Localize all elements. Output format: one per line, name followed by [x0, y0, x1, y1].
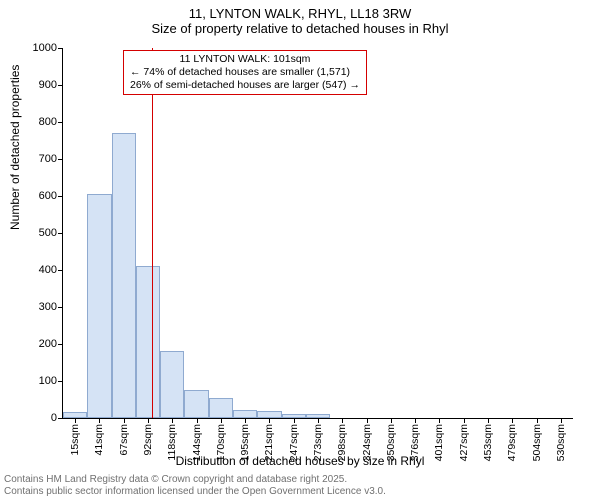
x-tick-label: 92sqm [142, 424, 154, 456]
x-tick-label: 67sqm [118, 424, 130, 456]
chart-title: 11, LYNTON WALK, RHYL, LL18 3RW [0, 0, 600, 21]
x-tick-mark [221, 418, 222, 423]
histogram-bar [282, 414, 306, 418]
y-tick-mark [58, 233, 63, 234]
x-tick-mark [391, 418, 392, 423]
x-tick-mark [124, 418, 125, 423]
x-tick-label: 41sqm [93, 424, 105, 456]
footer-line2: Contains public sector information licen… [4, 486, 386, 498]
x-tick-mark [512, 418, 513, 423]
y-tick-label: 800 [23, 116, 63, 128]
x-tick-mark [269, 418, 270, 423]
x-tick-label: 15sqm [69, 424, 81, 456]
histogram-bar [233, 410, 257, 419]
annotation-line3: 26% of semi-detached houses are larger (… [130, 79, 360, 92]
footer-attribution: Contains HM Land Registry data © Crown c… [4, 474, 386, 498]
x-tick-mark [342, 418, 343, 423]
y-tick-mark [58, 418, 63, 419]
histogram-bar [306, 414, 330, 418]
x-axis-label: Distribution of detached houses by size … [0, 454, 600, 468]
x-tick-mark [148, 418, 149, 423]
annotation-box: 11 LYNTON WALK: 101sqm ← 74% of detached… [123, 50, 367, 95]
y-tick-mark [58, 307, 63, 308]
y-tick-mark [58, 122, 63, 123]
x-tick-mark [367, 418, 368, 423]
y-tick-mark [58, 196, 63, 197]
y-tick-mark [58, 159, 63, 160]
histogram-bar [160, 351, 184, 418]
y-axis-label: Number of detached properties [8, 65, 22, 230]
y-tick-label: 100 [23, 375, 63, 387]
footer-line1: Contains HM Land Registry data © Crown c… [4, 474, 386, 486]
y-tick-label: 300 [23, 301, 63, 313]
y-tick-label: 700 [23, 153, 63, 165]
x-tick-mark [439, 418, 440, 423]
chart-subtitle: Size of property relative to detached ho… [0, 21, 600, 36]
histogram-bar [87, 194, 111, 418]
x-tick-mark [294, 418, 295, 423]
y-tick-label: 400 [23, 264, 63, 276]
y-tick-mark [58, 381, 63, 382]
x-tick-mark [172, 418, 173, 423]
histogram-bar [257, 411, 281, 418]
y-tick-label: 0 [23, 412, 63, 424]
y-tick-label: 600 [23, 190, 63, 202]
annotation-line2: ← 74% of detached houses are smaller (1,… [130, 66, 360, 79]
x-tick-mark [415, 418, 416, 423]
histogram-bar [112, 133, 136, 418]
plot-area: 0100200300400500600700800900100015sqm41s… [62, 48, 573, 419]
x-tick-mark [318, 418, 319, 423]
x-tick-mark [464, 418, 465, 423]
histogram-bar [63, 412, 87, 418]
annotation-line1: 11 LYNTON WALK: 101sqm [130, 53, 360, 66]
chart-container: 11, LYNTON WALK, RHYL, LL18 3RW Size of … [0, 0, 600, 500]
y-tick-mark [58, 85, 63, 86]
y-tick-label: 1000 [23, 42, 63, 54]
histogram-bar [209, 398, 233, 418]
y-tick-label: 200 [23, 338, 63, 350]
x-tick-mark [561, 418, 562, 423]
y-tick-mark [58, 270, 63, 271]
x-tick-mark [197, 418, 198, 423]
x-tick-mark [99, 418, 100, 423]
y-tick-mark [58, 344, 63, 345]
y-tick-label: 500 [23, 227, 63, 239]
y-tick-label: 900 [23, 79, 63, 91]
x-tick-mark [488, 418, 489, 423]
histogram-bar [136, 266, 160, 418]
x-tick-mark [537, 418, 538, 423]
reference-line [152, 48, 153, 418]
histogram-bar [184, 390, 208, 418]
x-tick-mark [245, 418, 246, 423]
x-tick-mark [75, 418, 76, 423]
y-tick-mark [58, 48, 63, 49]
